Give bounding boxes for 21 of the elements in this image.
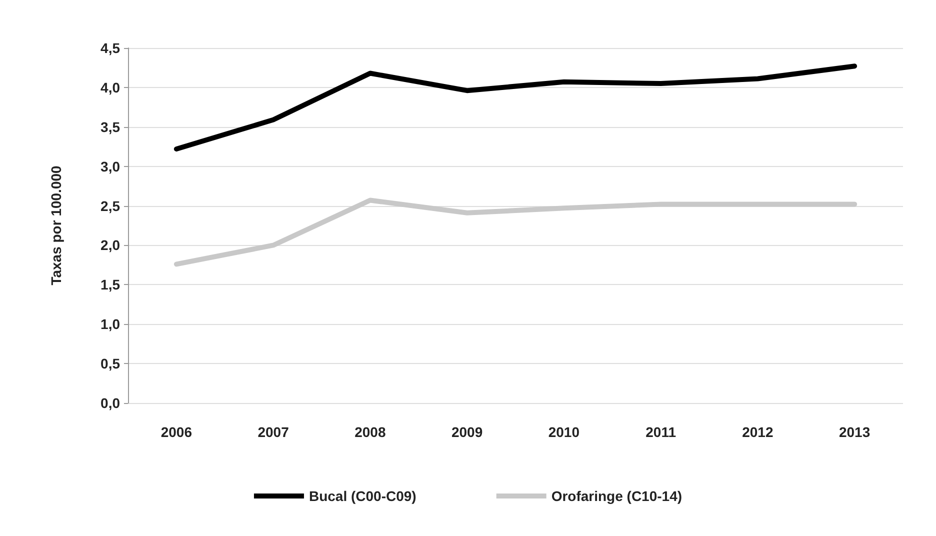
y-tick-label: 4,0 [100,79,120,96]
x-tick-label: 2007 [258,424,290,440]
x-tick-label: 2013 [838,424,870,440]
y-tick-label: 3,0 [100,158,120,174]
y-tick-label: 2,5 [100,198,120,214]
y-axis-title: Taxas por 100.000 [48,165,64,286]
y-tick-label: 0,5 [100,356,120,372]
y-tick-label: 1,5 [100,276,120,293]
y-tick-label: 4,5 [100,40,120,56]
x-tick-label: 2011 [646,424,676,440]
x-tick-label: 2006 [160,424,192,440]
x-tick-label: 2010 [548,424,580,440]
y-tick-label: 2,0 [100,237,120,254]
x-tick-label: 2012 [742,424,774,440]
legend-label: Bucal (C00-C09) [308,488,416,504]
legend-label: Orofaringe (C10-14) [551,488,682,504]
y-tick-label: 0,0 [100,395,120,411]
y-tick-label: 3,5 [100,118,120,135]
x-tick-label: 2009 [451,424,483,440]
y-tick-label: 1,0 [100,316,120,332]
x-tick-label: 2008 [354,424,386,440]
